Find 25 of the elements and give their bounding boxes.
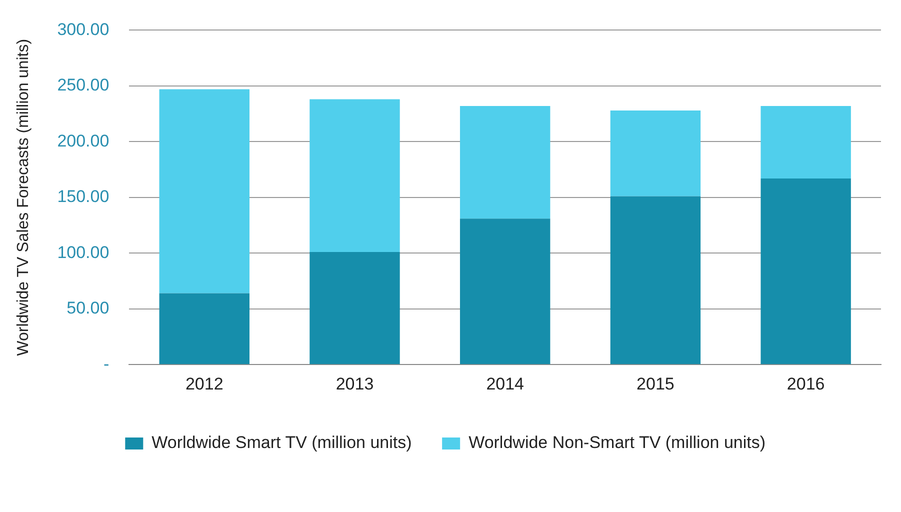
bar (460, 106, 550, 219)
x-tick-label: 2015 (636, 374, 674, 394)
x-tick-label: 2016 (786, 374, 825, 394)
bar (610, 196, 701, 364)
y-tick-label: 250.00 (57, 76, 110, 95)
y-tick-label: 50.00 (66, 298, 110, 318)
y-tick-label: 150.00 (57, 187, 110, 206)
bar (760, 178, 851, 364)
bar (760, 106, 851, 178)
bar (310, 99, 400, 252)
bar (610, 110, 701, 196)
y-tick-label: - (104, 354, 110, 374)
bar (159, 89, 250, 294)
y-tick-label: 200.00 (57, 131, 110, 150)
legend-label: Worldwide Non-Smart TV (million units) (468, 433, 766, 452)
x-tick-label: 2013 (336, 374, 374, 394)
y-tick-label: 100.00 (57, 242, 110, 262)
y-tick-label: 300.00 (57, 20, 110, 39)
legend-label: Worldwide Smart TV (million units) (152, 433, 412, 452)
bar (310, 252, 400, 364)
bar (159, 293, 250, 364)
y-axis-title: Worldwide TV Sales Forecasts (million units) (15, 38, 32, 356)
bar (460, 218, 550, 364)
x-tick-label: 2012 (185, 374, 224, 394)
x-tick-label: 2014 (486, 374, 524, 394)
